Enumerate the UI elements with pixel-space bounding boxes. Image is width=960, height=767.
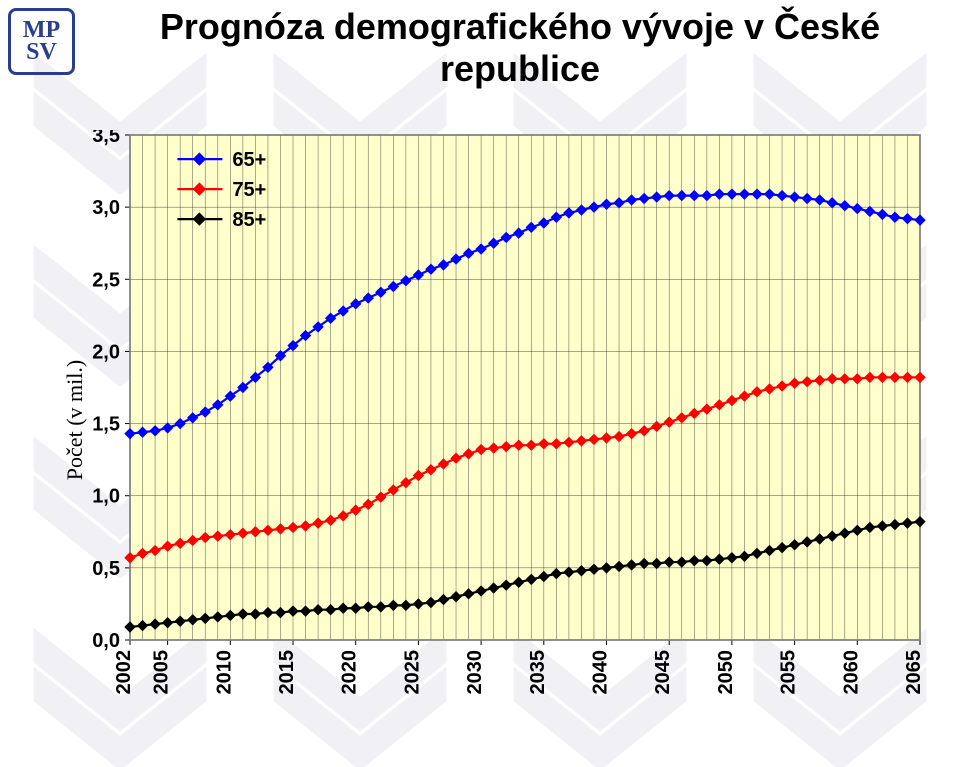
svg-text:85+: 85+	[232, 209, 266, 231]
svg-text:2,0: 2,0	[92, 341, 120, 363]
svg-text:2035: 2035	[527, 650, 549, 695]
svg-text:65+: 65+	[232, 149, 266, 171]
svg-text:2040: 2040	[590, 650, 612, 695]
svg-text:2055: 2055	[778, 650, 800, 695]
svg-text:2015: 2015	[276, 650, 298, 695]
svg-text:3,0: 3,0	[92, 197, 120, 219]
svg-text:2002: 2002	[113, 650, 135, 695]
svg-text:1,5: 1,5	[92, 414, 120, 436]
svg-text:3,5: 3,5	[92, 130, 120, 147]
logo: MPSV	[8, 8, 75, 75]
chart-svg: 0,0 0,5 1,0 1,5 2,0 2,5 3,0 3,5 2002 2005 2010 2015…	[70, 130, 930, 710]
svg-text:2030: 2030	[464, 650, 486, 695]
svg-text:0,0: 0,0	[92, 630, 120, 652]
svg-text:75+: 75+	[232, 179, 266, 201]
svg-text:1,0: 1,0	[92, 486, 120, 508]
svg-text:2045: 2045	[652, 650, 674, 695]
svg-text:2050: 2050	[715, 650, 737, 695]
svg-text:2010: 2010	[213, 650, 235, 695]
svg-text:2005: 2005	[151, 650, 173, 695]
page-title: Prognóza demografického vývoje v České r…	[120, 6, 920, 90]
svg-text:2060: 2060	[840, 650, 862, 695]
chart: Počet (v mil.) 0,00,51,01,52,02,53,03,52…	[70, 130, 930, 710]
y-axis-label: Počet (v mil.)	[62, 360, 88, 480]
svg-text:2065: 2065	[903, 650, 925, 695]
svg-text:2,5: 2,5	[92, 269, 120, 291]
svg-text:2025: 2025	[401, 650, 423, 695]
svg-text:0,5: 0,5	[92, 558, 120, 580]
logo-text: MPSV	[23, 20, 60, 63]
svg-text:2020: 2020	[339, 650, 361, 695]
